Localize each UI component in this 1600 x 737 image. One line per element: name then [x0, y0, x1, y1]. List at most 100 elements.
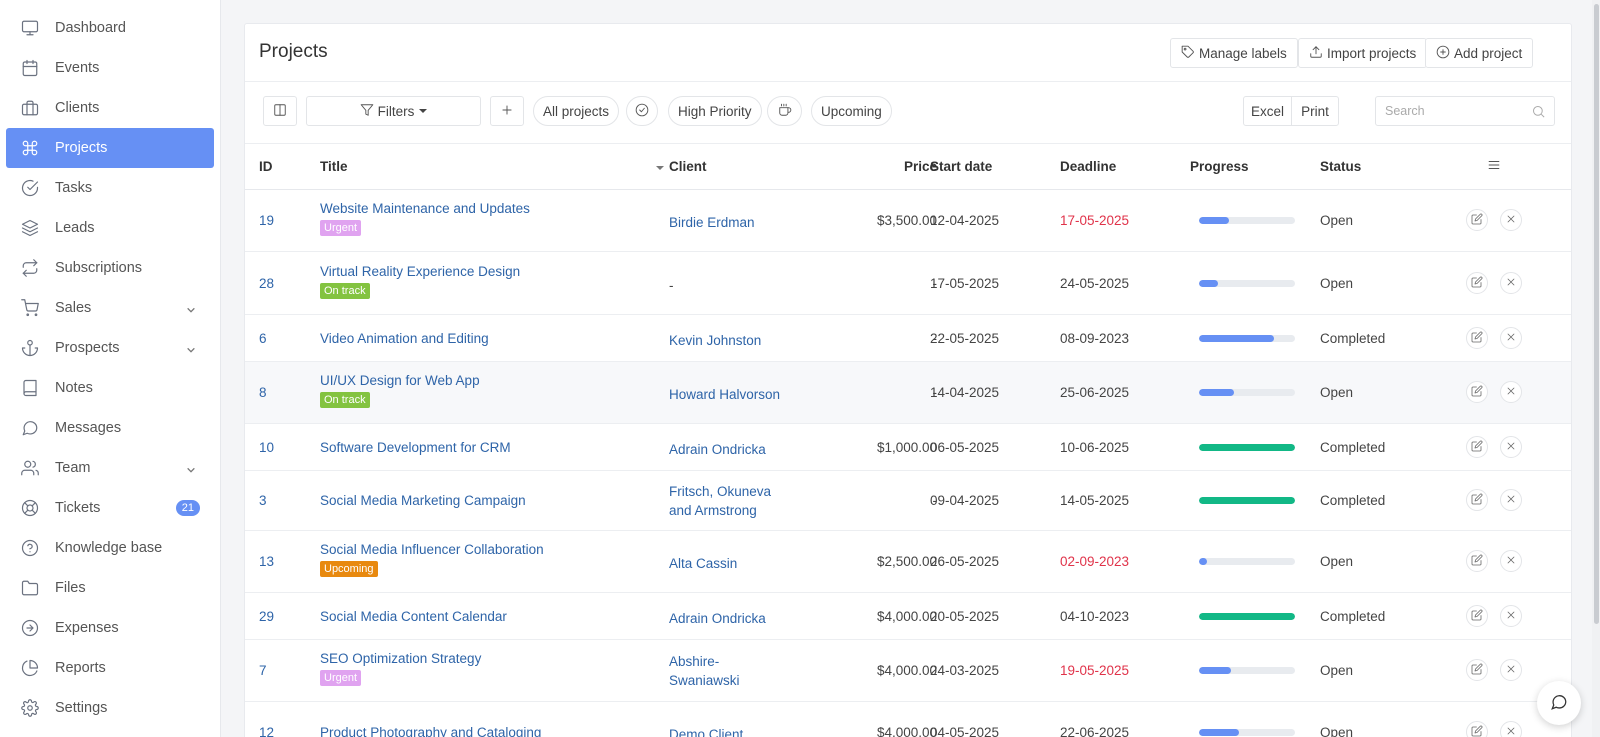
add-filter-button[interactable] — [490, 96, 524, 126]
delete-button[interactable] — [1500, 327, 1522, 349]
table-row: 29 Social Media Content Calendar Adrain On… — [245, 593, 1571, 640]
edit-button[interactable] — [1466, 327, 1488, 349]
scrollbar-thumb[interactable] — [1594, 4, 1599, 624]
project-id-link[interactable]: 8 — [259, 385, 267, 400]
delete-button[interactable] — [1500, 550, 1522, 572]
edit-button[interactable] — [1466, 272, 1488, 294]
edit-button[interactable] — [1466, 550, 1488, 572]
project-id-link[interactable]: 28 — [259, 276, 275, 291]
edit-button[interactable] — [1466, 381, 1488, 403]
project-title-link[interactable]: Software Development for CRM — [320, 440, 511, 455]
delete-button[interactable] — [1500, 605, 1522, 627]
column-header-deadline[interactable]: Deadline — [1060, 159, 1117, 174]
edit-button[interactable] — [1466, 605, 1488, 627]
project-title-link[interactable]: Social Media Influencer Collaboration — [320, 542, 544, 557]
client-link[interactable]: Kevin Johnston — [669, 331, 761, 350]
delete-button[interactable] — [1500, 209, 1522, 231]
upcoming-filter[interactable]: Upcoming — [811, 96, 892, 126]
column-header-client[interactable]: Client — [669, 159, 707, 174]
sidebar-item-files[interactable]: Files — [6, 568, 214, 608]
project-title-link[interactable]: Social Media Marketing Campaign — [320, 493, 526, 508]
column-header-title[interactable]: Title — [320, 159, 348, 174]
delete-button[interactable] — [1500, 381, 1522, 403]
sidebar-item-notes[interactable]: Notes — [6, 368, 214, 408]
client-link[interactable]: Adrain Ondricka — [669, 440, 766, 459]
column-header-progress[interactable]: Progress — [1190, 159, 1249, 174]
edit-button[interactable] — [1466, 436, 1488, 458]
client-link[interactable]: Adrain Ondricka — [669, 609, 766, 628]
project-id-link[interactable]: 29 — [259, 609, 275, 624]
chevron-down-icon — [186, 302, 196, 313]
sidebar-item-prospects[interactable]: Prospects — [6, 328, 214, 368]
client-link[interactable]: Fritsch, Okuneva and Armstrong — [669, 482, 771, 520]
search-input[interactable] — [1376, 97, 1554, 125]
project-id-link[interactable]: 6 — [259, 331, 267, 346]
project-title: Website Maintenance and Updates Urgent — [320, 201, 530, 236]
project-title: Video Animation and Editing — [320, 331, 489, 346]
print-button[interactable]: Print — [1291, 96, 1339, 126]
on-hold-filter-button[interactable] — [767, 96, 802, 126]
delete-button[interactable] — [1500, 272, 1522, 294]
project-title-link[interactable]: Website Maintenance and Updates — [320, 201, 530, 216]
edit-button[interactable] — [1466, 721, 1488, 737]
project-id-link[interactable]: 10 — [259, 440, 275, 455]
delete-button[interactable] — [1500, 659, 1522, 681]
edit-button[interactable] — [1466, 209, 1488, 231]
import-projects-button[interactable]: Import projects — [1298, 38, 1428, 68]
column-header-price[interactable]: Price — [903, 159, 937, 174]
sidebar-item-sales[interactable]: Sales — [6, 288, 214, 328]
edit-icon — [1471, 663, 1483, 678]
sidebar-item-settings[interactable]: Settings — [6, 688, 214, 728]
column-header-id[interactable]: ID — [259, 159, 273, 174]
sidebar-item-subscriptions[interactable]: Subscriptions — [6, 248, 214, 288]
project-title-link[interactable]: Social Media Content Calendar — [320, 609, 507, 624]
edit-button[interactable] — [1466, 659, 1488, 681]
delete-button[interactable] — [1500, 436, 1522, 458]
high-priority-filter[interactable]: High Priority — [668, 96, 762, 126]
sidebar: Dashboard Events Clients Projects Tasks Leads… — [0, 0, 221, 737]
client-link[interactable]: Demo Client — [669, 725, 743, 737]
project-id-link[interactable]: 3 — [259, 493, 267, 508]
sidebar-item-clients[interactable]: Clients — [6, 88, 214, 128]
client-link[interactable]: Abshire- Swaniawski — [669, 652, 740, 690]
project-id-link[interactable]: 13 — [259, 554, 275, 569]
sidebar-item-dashboard[interactable]: Dashboard — [6, 8, 214, 48]
project-title-link[interactable]: UI/UX Design for Web App — [320, 373, 480, 388]
calendar-icon — [20, 58, 40, 78]
sidebar-item-knowledge-base[interactable]: Knowledge base — [6, 528, 214, 568]
project-title-link[interactable]: Virtual Reality Experience Design — [320, 264, 521, 279]
sidebar-item-leads[interactable]: Leads — [6, 208, 214, 248]
sidebar-item-tasks[interactable]: Tasks — [6, 168, 214, 208]
client-name: Abshire- — [669, 654, 720, 669]
completed-filter-button[interactable] — [626, 96, 658, 126]
project-id-link[interactable]: 12 — [259, 725, 275, 737]
all-projects-filter[interactable]: All projects — [533, 96, 620, 126]
delete-button[interactable] — [1500, 489, 1522, 511]
column-header-start-date[interactable]: Start date — [930, 159, 993, 174]
client-link[interactable]: Alta Cassin — [669, 554, 737, 573]
sidebar-item-team[interactable]: Team — [6, 448, 214, 488]
manage-labels-button[interactable]: Manage labels — [1170, 38, 1298, 68]
column-header-status[interactable]: Status — [1320, 159, 1362, 174]
sidebar-item-messages[interactable]: Messages — [6, 408, 214, 448]
sidebar-item-events[interactable]: Events — [6, 48, 214, 88]
project-id-link[interactable]: 19 — [259, 213, 275, 228]
project-title-link[interactable]: Video Animation and Editing — [320, 331, 489, 346]
project-id-link[interactable]: 7 — [259, 663, 267, 678]
client-link[interactable]: Howard Halvorson — [669, 385, 780, 404]
menu-icon[interactable] — [1487, 158, 1501, 175]
client-link[interactable]: Birdie Erdman — [669, 213, 755, 232]
sidebar-item-reports[interactable]: Reports — [6, 648, 214, 688]
project-title-link[interactable]: Product Photography and Cataloging — [320, 725, 542, 737]
chat-button[interactable] — [1537, 681, 1581, 725]
project-title-link[interactable]: SEO Optimization Strategy — [320, 651, 482, 666]
add-project-button[interactable]: Add project — [1425, 38, 1534, 68]
sidebar-item-expenses[interactable]: Expenses — [6, 608, 214, 648]
toggle-columns-button[interactable] — [263, 96, 297, 126]
delete-button[interactable] — [1500, 721, 1522, 737]
filters-dropdown[interactable]: Filters — [306, 96, 481, 126]
excel-button[interactable]: Excel — [1243, 96, 1292, 126]
edit-button[interactable] — [1466, 489, 1488, 511]
sidebar-item-projects[interactable]: Projects — [6, 128, 214, 168]
sidebar-item-tickets[interactable]: Tickets 21 — [6, 488, 214, 528]
